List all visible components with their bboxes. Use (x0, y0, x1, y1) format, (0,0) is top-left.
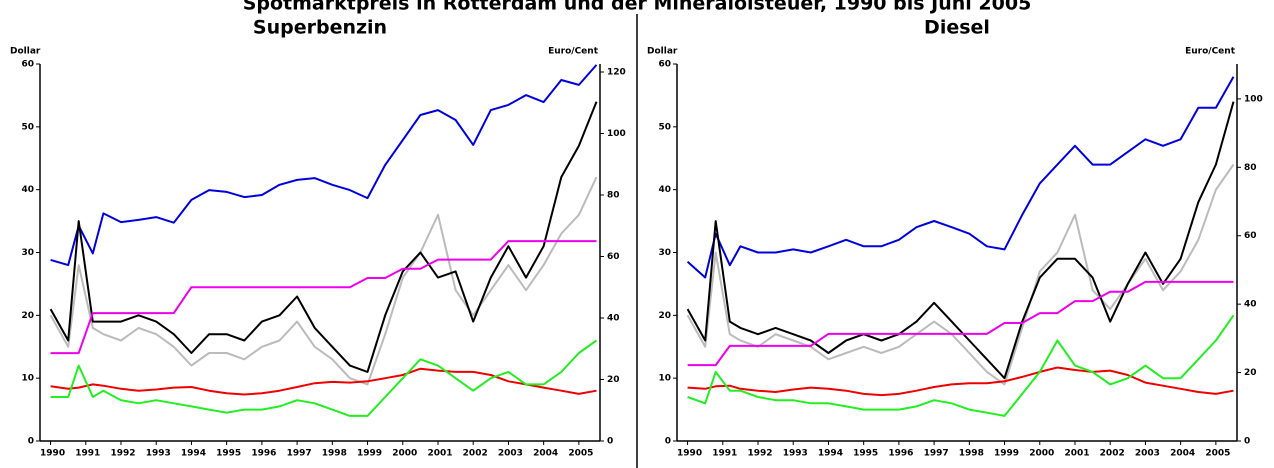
y2-tick-label: 60 (1244, 231, 1257, 241)
y-tick-label: 60 (658, 60, 671, 70)
series-line (49, 101, 598, 373)
y-tick-label: 40 (21, 185, 34, 195)
y-tick-label: 0 (665, 437, 671, 447)
x-tick-label: 1994 (818, 449, 843, 459)
y2-tick-label: 80 (1244, 163, 1257, 173)
series-line (50, 339, 598, 417)
x-tick-label: 2003 (498, 449, 523, 459)
y2-tick-label: 60 (607, 252, 620, 262)
y2-tick-label: 120 (607, 67, 626, 77)
x-tick-label: 1998 (322, 449, 347, 459)
x-tick-label: 2001 (1064, 449, 1089, 459)
x-tick-label: 1995 (216, 449, 241, 459)
x-tick-label: 1993 (146, 449, 171, 459)
x-tick-label: 1995 (853, 449, 878, 459)
series-line (686, 76, 1235, 279)
series-line (687, 314, 1235, 417)
series-line (687, 280, 1234, 367)
y2-tick-label: 0 (607, 437, 613, 447)
x-tick-label: 2002 (1100, 449, 1125, 459)
x-tick-label: 1992 (747, 449, 772, 459)
y-tick-label: 10 (21, 374, 34, 384)
x-tick-label: 2003 (1135, 449, 1160, 459)
y-tick-label: 10 (658, 374, 671, 384)
x-tick-label: 1997 (287, 449, 312, 459)
x-tick-label: 1999 (357, 449, 382, 459)
x-tick-label: 1997 (924, 449, 949, 459)
y2-tick-label: 40 (1244, 300, 1257, 310)
x-tick-label: 1992 (110, 449, 135, 459)
y-tick-label: 30 (658, 248, 671, 258)
y-tick-label: 0 (28, 437, 34, 447)
x-tick-label: 2005 (1205, 449, 1230, 459)
chart-title: Diesel (924, 17, 990, 39)
x-tick-label: 2001 (427, 449, 452, 459)
x-tick-label: 2005 (568, 449, 593, 459)
y-tick-label: 30 (21, 248, 34, 258)
chart-title: Superbenzin (253, 17, 387, 39)
series-line (687, 366, 1234, 397)
x-tick-label: 1991 (75, 449, 100, 459)
y-tick-label: 50 (658, 122, 671, 132)
y2-tick-label: 100 (607, 129, 626, 139)
x-tick-label: 1996 (888, 449, 913, 459)
series-line (50, 64, 598, 267)
y-tick-label: 20 (658, 311, 671, 321)
y2-tick-label: 20 (607, 375, 620, 385)
y2-tick-label: 20 (1244, 368, 1257, 378)
series-line (49, 176, 598, 386)
x-tick-label: 2002 (463, 449, 488, 459)
series-line (686, 163, 1235, 386)
x-tick-label: 1990 (40, 449, 65, 459)
x-tick-label: 2004 (533, 449, 558, 459)
x-tick-label: 1993 (783, 449, 808, 459)
y-tick-label: 20 (21, 311, 34, 321)
main-title: Spotmarktpreis in Rotterdam und der Mine… (243, 0, 1032, 15)
y2-tick-label: 80 (607, 190, 620, 200)
y-tick-label: 40 (658, 185, 671, 195)
y-axis-label: Dollar (647, 47, 678, 57)
x-tick-label: 1998 (959, 449, 984, 459)
x-tick-label: 1994 (181, 449, 206, 459)
series-line (50, 367, 597, 396)
x-tick-label: 1990 (677, 449, 702, 459)
y2-axis-label: Euro/Cent (548, 47, 599, 57)
x-tick-label: 1991 (712, 449, 737, 459)
y-tick-label: 60 (21, 60, 34, 70)
y2-tick-label: 40 (607, 313, 620, 323)
y2-tick-label: 100 (1244, 94, 1263, 104)
x-tick-label: 2000 (1029, 449, 1054, 459)
y2-tick-label: 0 (1244, 437, 1250, 447)
x-tick-label: 1999 (994, 449, 1019, 459)
y-tick-label: 50 (21, 122, 34, 132)
x-tick-label: 2004 (1170, 449, 1195, 459)
y-axis-label: Dollar (10, 47, 41, 57)
series-line (686, 101, 1235, 380)
x-tick-label: 2000 (392, 449, 417, 459)
series-line (50, 240, 597, 355)
x-tick-label: 1996 (251, 449, 276, 459)
y2-axis-label: Euro/Cent (1185, 47, 1236, 57)
